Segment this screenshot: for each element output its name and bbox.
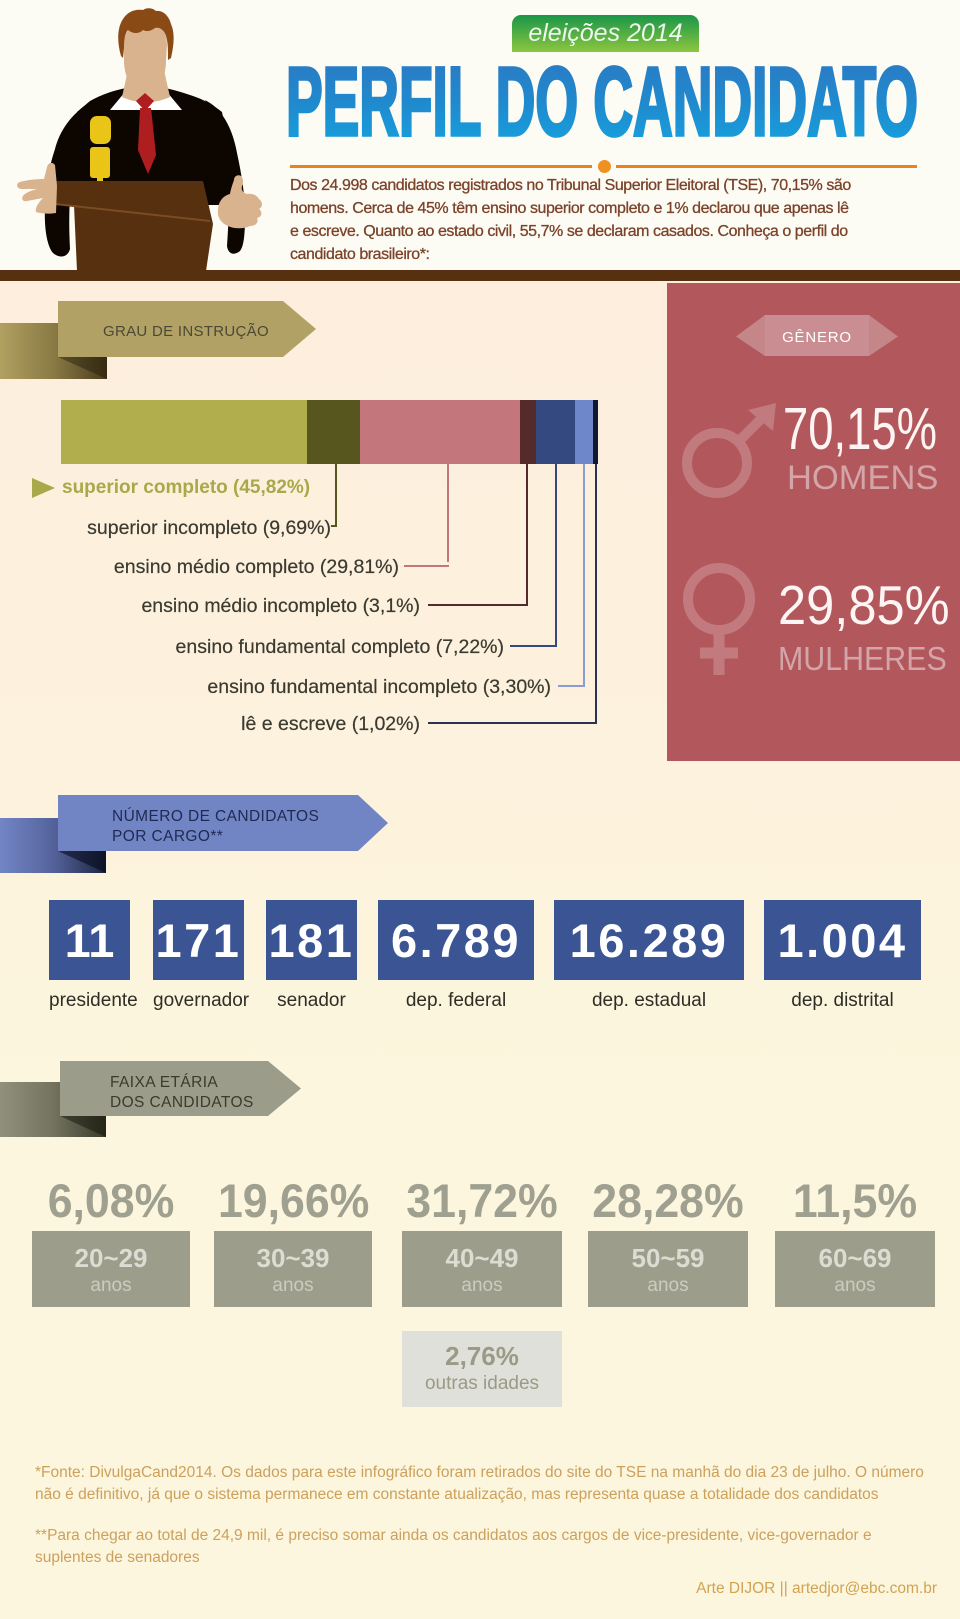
svg-text:GRAU DE INSTRUÇÃO: GRAU DE INSTRUÇÃO <box>103 323 269 340</box>
svg-text:POR CARGO**: POR CARGO** <box>112 828 223 845</box>
svg-text:GÊNERO: GÊNERO <box>782 329 852 346</box>
svg-text:FAIXA ETÁRIA: FAIXA ETÁRIA <box>110 1074 218 1091</box>
svg-text:PERFIL DO CANDIDATO: PERFIL DO CANDIDATO <box>286 57 918 147</box>
svg-text:DOS CANDIDATOS: DOS CANDIDATOS <box>110 1094 254 1111</box>
svg-text:NÚMERO DE CANDIDATOS: NÚMERO DE CANDIDATOS <box>112 808 319 825</box>
